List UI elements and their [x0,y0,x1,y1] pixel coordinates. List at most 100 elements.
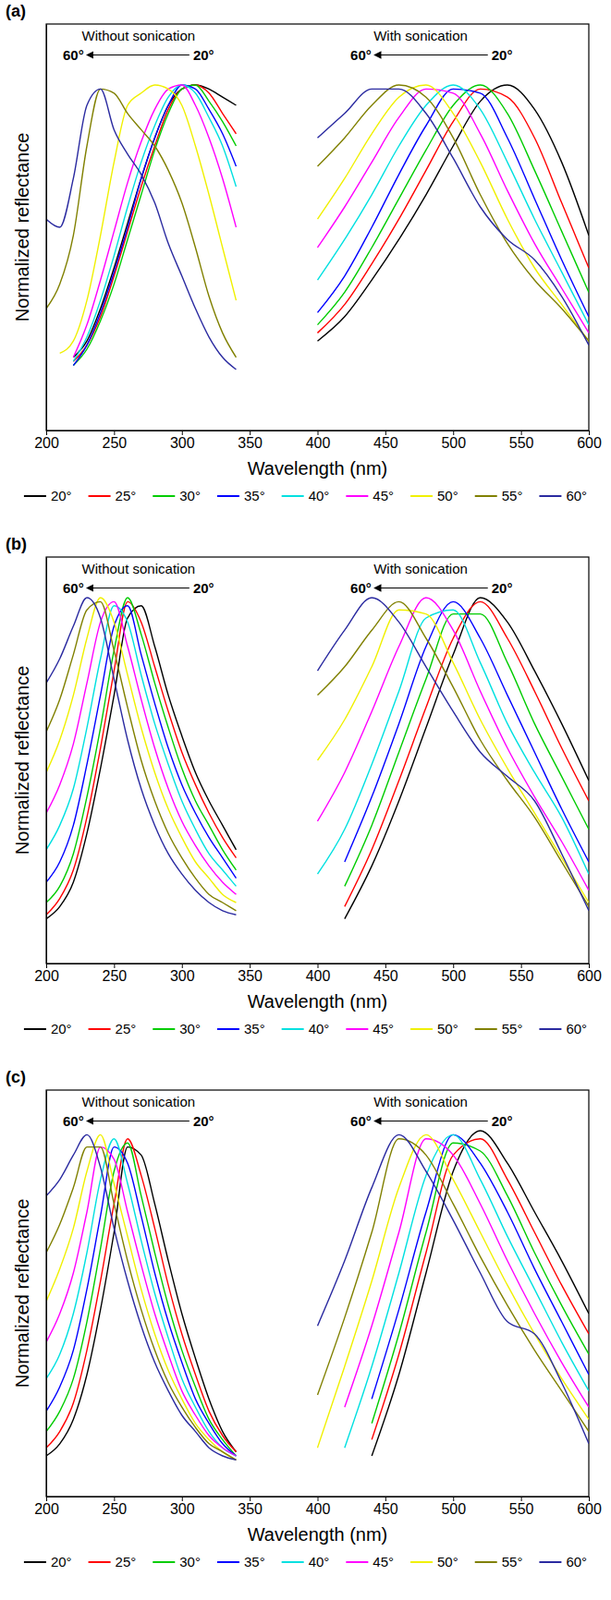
legend-label: 45° [372,1554,394,1571]
legend-item: 50° [410,488,459,504]
x-tick: 200 [34,1497,60,1518]
legend-swatch [217,1562,240,1565]
y-axis-line [46,558,48,966]
legend-swatch [475,495,498,498]
x-tick: 600 [576,964,602,985]
x-tick-mark [385,964,387,969]
annotation: Without sonication [82,1094,196,1111]
x-tick-label: 300 [170,1502,196,1518]
legend-swatch [152,1562,175,1565]
chart-root: 200250300350400450500550600(a)Normalized… [0,0,611,1600]
annotation: 60° [62,1113,85,1130]
x-tick: 350 [237,1497,263,1518]
lines [46,598,589,920]
x-tick: 500 [440,964,466,985]
legend-item: 35° [217,1021,266,1038]
y-axis-title: Normalized reflectance [12,1199,33,1390]
legend: 20°25°30°35°40°45°50°55°60° [24,1554,587,1571]
x-tick-label: 350 [237,435,263,452]
series-line [73,85,589,367]
x-tick-mark [452,430,454,436]
legend-swatch [217,495,240,498]
annotation-arrow [87,1121,190,1123]
x-tick-label: 250 [102,1502,128,1518]
x-tick: 400 [305,1497,331,1518]
panel-label: (c) [5,1068,26,1088]
x-axis: 200250300350400450500550600 [34,964,602,985]
x-tick-label: 350 [237,1502,263,1518]
x-tick: 200 [34,430,60,452]
x-tick-mark [385,1497,387,1503]
legend-swatch [538,1562,562,1565]
annotation: 60° [62,47,85,63]
x-tick-mark [46,1497,48,1503]
legend-swatch [281,495,305,498]
x-tick-label: 600 [576,435,602,452]
x-tick: 300 [170,430,196,452]
y-axis-line [46,24,48,432]
lines [46,85,589,370]
legend-label: 45° [372,1021,394,1038]
panel-label: (b) [5,535,27,554]
series-line [46,601,589,911]
x-tick-mark [588,1497,590,1503]
x-tick: 400 [305,964,331,985]
x-tick-mark [521,430,523,436]
legend-item: 25° [88,1554,137,1571]
legend: 20°25°30°35°40°45°50°55°60° [24,488,587,504]
y-axis-title: Normalized reflectance [12,666,33,856]
legend-swatch [410,1562,433,1565]
series-line [60,85,589,354]
series-line [46,1131,589,1457]
legend-label: 55° [501,1554,524,1571]
legend-item: 50° [410,1554,459,1571]
y-axis [46,1091,48,1499]
legend-swatch [88,495,111,498]
annotation: Without sonication [82,561,196,577]
panel: 200250300350400450500550600(c)Normalized… [5,1068,602,1571]
legend-item: 40° [281,1021,330,1038]
legend-label: 20° [50,1554,73,1571]
series-line [46,598,589,916]
plot-frame [46,1090,589,1498]
x-tick-label: 300 [170,435,196,452]
legend-item: 20° [24,488,73,504]
x-tick-mark [521,1497,523,1503]
x-tick-mark [588,964,590,969]
x-tick: 550 [509,964,535,985]
legend-label: 25° [115,1021,137,1038]
x-tick-label: 600 [576,1502,602,1518]
annotation: 20° [193,47,215,63]
legend-label: 40° [308,1554,330,1571]
legend-item: 45° [345,1554,394,1571]
legend-label: 35° [244,1554,266,1571]
legend-item: 45° [345,488,394,504]
annotation-arrow [375,587,489,589]
legend-swatch [281,1562,305,1565]
series-line [46,1135,589,1461]
legend-label: 40° [308,488,330,504]
x-tick-label: 250 [102,435,128,452]
series-line [46,598,589,920]
series-line [46,1135,589,1457]
x-tick-label: 600 [576,968,602,985]
x-tick-mark [317,964,319,969]
legend-swatch [152,495,175,498]
legend-swatch [475,1562,498,1565]
x-tick-mark [452,964,454,969]
x-tick-mark [588,430,590,436]
legend-swatch [345,495,368,498]
legend-swatch [88,1562,111,1565]
series-line [46,1143,589,1457]
x-tick-mark [113,430,115,436]
series-line [46,598,589,904]
panel-label: (a) [5,1,26,21]
x-tick-label: 400 [305,435,331,452]
legend-label: 30° [179,1021,201,1038]
x-tick-label: 550 [509,435,535,452]
legend-swatch [217,1028,240,1031]
legend-swatch [345,1562,368,1565]
legend-label: 60° [565,1021,587,1038]
legend-label: 50° [437,1554,459,1571]
x-tick: 550 [509,1497,535,1518]
